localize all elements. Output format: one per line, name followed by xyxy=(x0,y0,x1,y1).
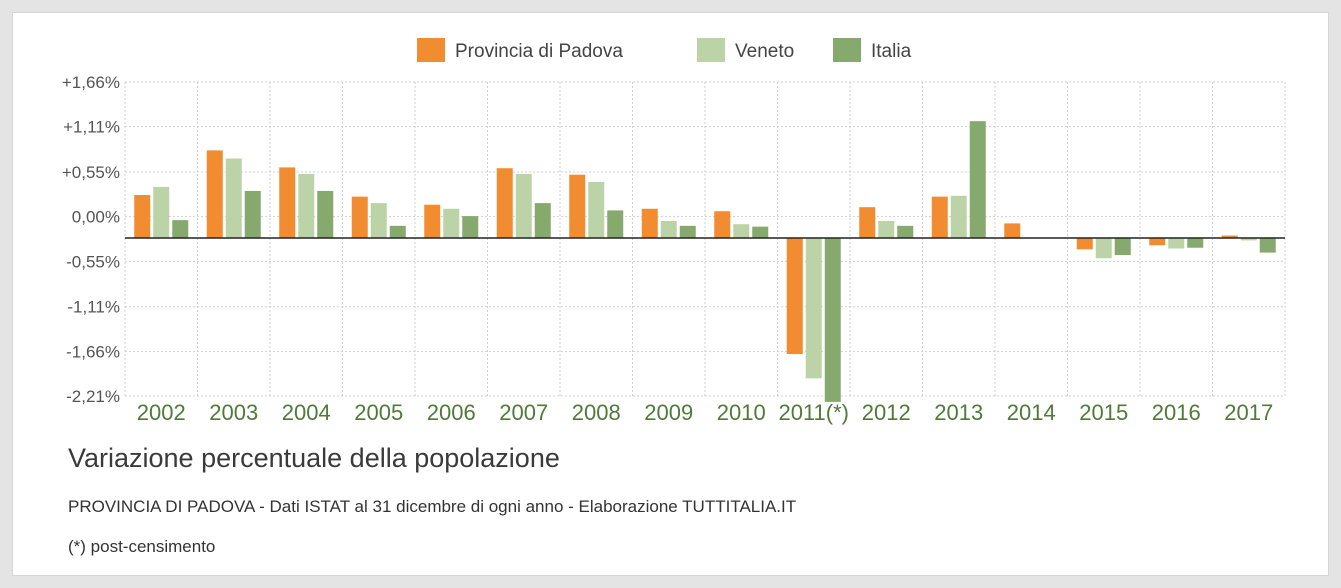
y-tick-label: 0,00% xyxy=(72,208,120,227)
bar-veneto-2010 xyxy=(733,224,750,238)
x-tick-label: 2007 xyxy=(499,400,548,425)
chart-title: Variazione percentuale della popolazione xyxy=(68,443,560,473)
legend-swatch xyxy=(417,38,445,62)
bar-provincia-di-padova-2017 xyxy=(1221,235,1238,238)
bar-italia-2016 xyxy=(1187,238,1204,248)
bar-italia-2008 xyxy=(607,210,624,238)
x-tick-label: 2013 xyxy=(934,400,983,425)
x-tick-label: 2004 xyxy=(282,400,331,425)
bar-italia-2006 xyxy=(462,216,479,238)
bar-provincia-di-padova-2002 xyxy=(134,194,151,238)
bar-italia-2004 xyxy=(317,190,334,238)
x-tick-label: 2016 xyxy=(1152,400,1201,425)
bar-provincia-di-padova-2010 xyxy=(714,211,731,238)
y-tick-label: +0,55% xyxy=(62,163,120,182)
bar-italia-2010 xyxy=(752,226,769,238)
x-tick-label: 2011(*) xyxy=(778,400,849,425)
x-tick-label: 2017 xyxy=(1224,400,1273,425)
chart-note: (*) post-censimento xyxy=(68,537,216,556)
bar-veneto-2004 xyxy=(298,173,315,238)
legend-label: Veneto xyxy=(735,41,794,62)
y-tick-label: -1,66% xyxy=(66,342,120,361)
bar-italia-2009 xyxy=(679,225,696,238)
x-tick-label: 2005 xyxy=(354,400,403,425)
bar-veneto-2016 xyxy=(1168,238,1185,249)
x-tick-label: 2009 xyxy=(644,400,693,425)
bar-veneto-2011 xyxy=(805,238,822,379)
legend-swatch xyxy=(697,38,725,62)
bar-provincia-di-padova-2004 xyxy=(279,167,296,238)
y-tick-label: -1,11% xyxy=(67,298,120,317)
chart-card xyxy=(12,12,1329,576)
x-tick-label: 2006 xyxy=(427,400,476,425)
bar-veneto-2006 xyxy=(443,208,460,238)
bar-provincia-di-padova-2012 xyxy=(859,207,876,238)
bar-provincia-di-padova-2011 xyxy=(786,238,803,355)
bar-provincia-di-padova-2015 xyxy=(1076,238,1093,250)
bar-italia-2013 xyxy=(969,121,986,238)
bar-veneto-2015 xyxy=(1095,238,1112,259)
bar-provincia-di-padova-2016 xyxy=(1149,238,1166,246)
legend-label: Provincia di Padova xyxy=(455,41,623,62)
x-tick-label: 2015 xyxy=(1079,400,1128,425)
bar-provincia-di-padova-2009 xyxy=(641,208,658,238)
bar-veneto-2009 xyxy=(660,220,677,238)
bar-provincia-di-padova-2005 xyxy=(351,196,368,238)
bar-veneto-2013 xyxy=(950,195,967,238)
bar-veneto-2017 xyxy=(1240,238,1257,241)
x-tick-label: 2008 xyxy=(572,400,621,425)
bar-veneto-2012 xyxy=(878,220,895,238)
bar-veneto-2002 xyxy=(153,186,170,238)
chart-source: PROVINCIA DI PADOVA - Dati ISTAT al 31 d… xyxy=(68,497,797,516)
bar-veneto-2005 xyxy=(370,203,387,238)
bar-italia-2007 xyxy=(534,203,551,238)
bar-provincia-di-padova-2008 xyxy=(569,174,586,238)
x-tick-label: 2012 xyxy=(862,400,911,425)
bar-provincia-di-padova-2014 xyxy=(1004,223,1021,238)
bar-veneto-2003 xyxy=(225,158,242,238)
bar-italia-2011 xyxy=(824,238,841,402)
bar-italia-2005 xyxy=(389,225,406,238)
bar-veneto-2008 xyxy=(588,182,605,238)
x-tick-label: 2003 xyxy=(209,400,258,425)
legend-label: Italia xyxy=(871,41,912,62)
bar-provincia-di-padova-2003 xyxy=(206,150,223,238)
y-tick-label: -0,55% xyxy=(66,252,120,271)
bar-italia-2015 xyxy=(1114,238,1131,256)
bar-italia-2002 xyxy=(172,220,189,238)
legend-swatch xyxy=(833,38,861,62)
x-tick-label: 2002 xyxy=(137,400,186,425)
bar-provincia-di-padova-2007 xyxy=(496,168,513,238)
y-tick-label: -2,21% xyxy=(66,387,120,406)
bar-italia-2003 xyxy=(244,190,261,238)
y-tick-label: +1,11% xyxy=(63,118,120,137)
y-tick-label: +1,66% xyxy=(62,73,120,92)
x-tick-label: 2010 xyxy=(717,400,766,425)
bar-italia-2017 xyxy=(1259,238,1276,253)
bar-provincia-di-padova-2013 xyxy=(931,196,948,238)
x-tick-label: 2014 xyxy=(1007,400,1056,425)
bar-veneto-2007 xyxy=(515,173,532,238)
bar-italia-2012 xyxy=(897,225,914,238)
bar-provincia-di-padova-2006 xyxy=(424,204,441,238)
